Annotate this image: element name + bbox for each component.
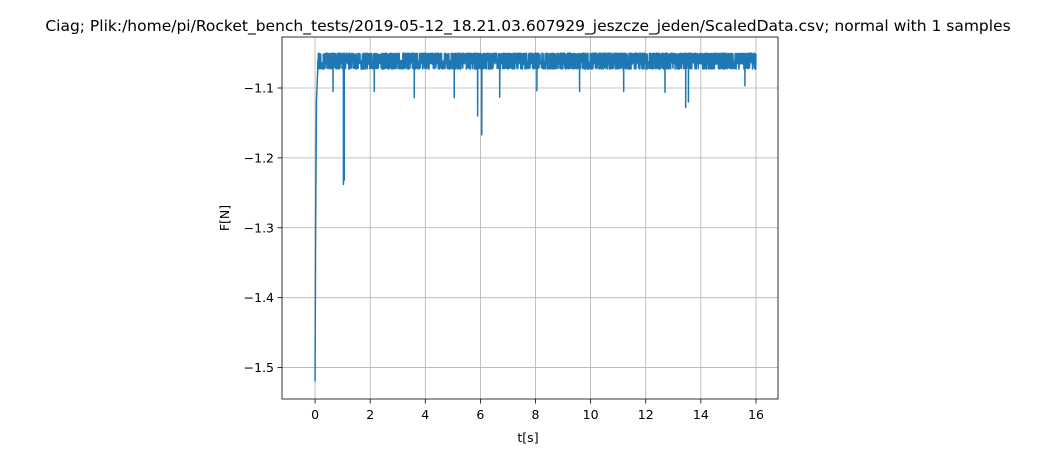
grid — [282, 37, 778, 399]
y-tick-label: −1.2 — [244, 150, 274, 165]
x-tick-label: 16 — [748, 407, 764, 422]
series-line-0 — [314, 52, 757, 382]
x-tick-label: 14 — [693, 407, 709, 422]
y-tick-label: −1.4 — [244, 290, 274, 305]
x-tick-label: 10 — [583, 407, 599, 422]
x-tick-label: 0 — [311, 407, 319, 422]
y-tick-label: −1.3 — [244, 220, 274, 235]
plot-frame — [281, 36, 779, 400]
series-layer — [314, 52, 757, 382]
x-tick-label: 8 — [532, 407, 540, 422]
x-axis: 0 2 4 6 8 10 12 14 16 — [311, 399, 764, 422]
x-tick-label: 6 — [476, 407, 484, 422]
y-tick-label: −1.1 — [244, 81, 274, 96]
x-tick-label: 2 — [366, 407, 374, 422]
x-tick-label: 4 — [421, 407, 429, 422]
y-axis-label: F[N] — [217, 205, 232, 231]
y-axis: −1.1 −1.2 −1.3 −1.4 −1.5 — [244, 81, 282, 375]
x-tick-label: 12 — [638, 407, 654, 422]
chart-title: Ciag; Plik:/home/pi/Rocket_bench_tests/2… — [45, 17, 1010, 36]
y-tick-label: −1.5 — [244, 360, 274, 375]
x-axis-label: t[s] — [517, 430, 538, 445]
